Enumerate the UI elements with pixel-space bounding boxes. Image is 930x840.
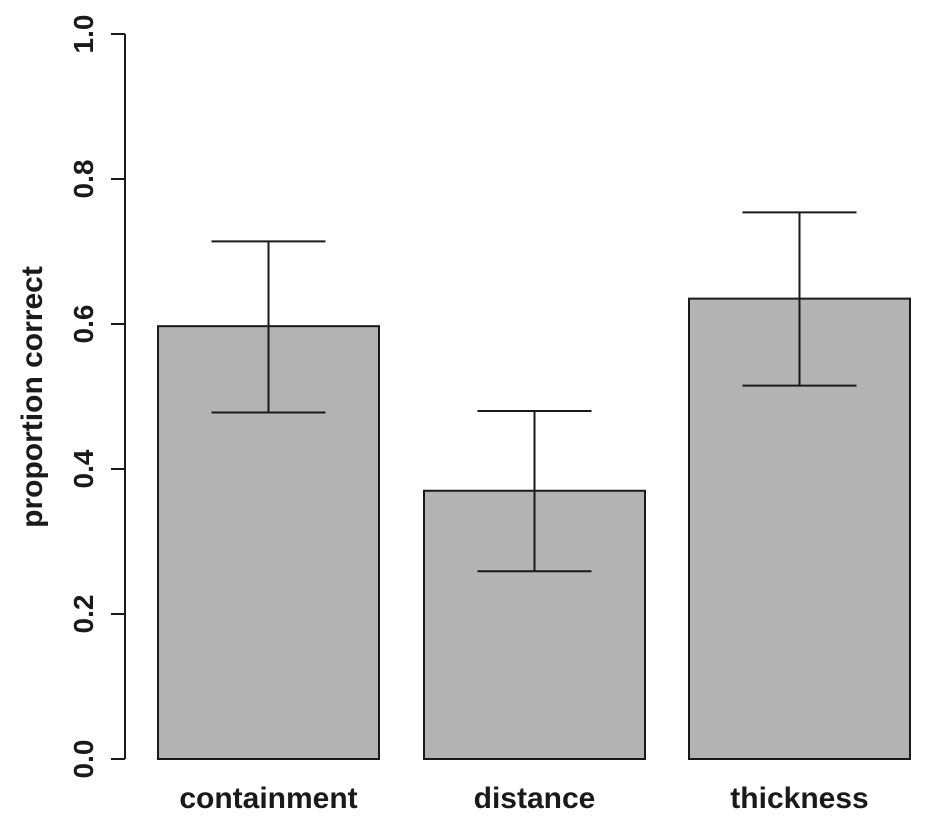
y-tick-label: 0.2 xyxy=(68,595,99,634)
y-axis-title: proportion correct xyxy=(16,266,49,528)
y-tick-label: 1.0 xyxy=(68,15,99,54)
y-tick-label: 0.4 xyxy=(68,449,99,488)
error-bars xyxy=(211,211,857,573)
y-tick-label: 0.6 xyxy=(68,305,99,344)
y-tick-label: 0.8 xyxy=(68,160,99,199)
category-label-thickness: thickness xyxy=(730,782,868,815)
category-label-containment: containment xyxy=(179,782,357,815)
category-labels: containment distance thickness xyxy=(179,782,868,815)
y-axis: 0.0 0.2 0.4 0.6 0.8 1.0 xyxy=(68,15,126,779)
category-label-distance: distance xyxy=(474,782,596,815)
y-tick-label: 0.0 xyxy=(68,740,99,779)
